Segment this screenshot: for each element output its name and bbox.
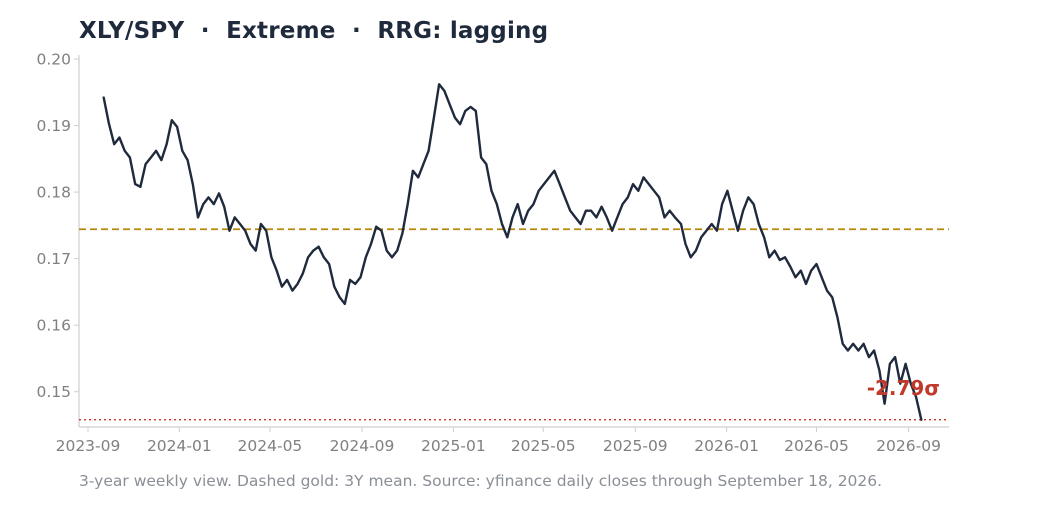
x-tick-label: 2025-09 <box>603 437 668 455</box>
y-tick-label: 0.20 <box>36 50 71 68</box>
x-tick-label: 2026-01 <box>694 437 759 455</box>
chart-title: XLY/SPY · Extreme · RRG: lagging <box>79 18 549 44</box>
y-tick-label: 0.19 <box>36 117 71 135</box>
reference-lines <box>79 228 949 421</box>
series-line <box>102 83 923 421</box>
axes: 0.15 0.16 0.17 0.18 0.19 0.20 2023-09 2024-01 20… <box>36 50 949 455</box>
x-tick-label: 2023-09 <box>56 437 121 455</box>
y-tick-label: 0.15 <box>36 383 71 401</box>
x-tick-label: 2026-09 <box>876 437 941 455</box>
x-tick-label: 2024-05 <box>238 437 303 455</box>
x-tick-label: 2024-01 <box>147 437 212 455</box>
y-tick-label: 0.18 <box>36 184 71 202</box>
y-tick-label: 0.16 <box>36 317 71 335</box>
x-tick-label: 2026-05 <box>784 437 849 455</box>
annotations: -2.79σ <box>867 376 940 400</box>
sigma-annotation: -2.79σ <box>867 376 940 400</box>
series-group <box>102 83 923 421</box>
x-tick-label: 2024-09 <box>330 437 395 455</box>
x-tick-label: 2025-01 <box>421 437 486 455</box>
chart-caption: 3-year weekly view. Dashed gold: 3Y mean… <box>79 472 883 490</box>
y-tick-label: 0.17 <box>36 250 71 268</box>
x-tick-label: 2025-05 <box>511 437 576 455</box>
